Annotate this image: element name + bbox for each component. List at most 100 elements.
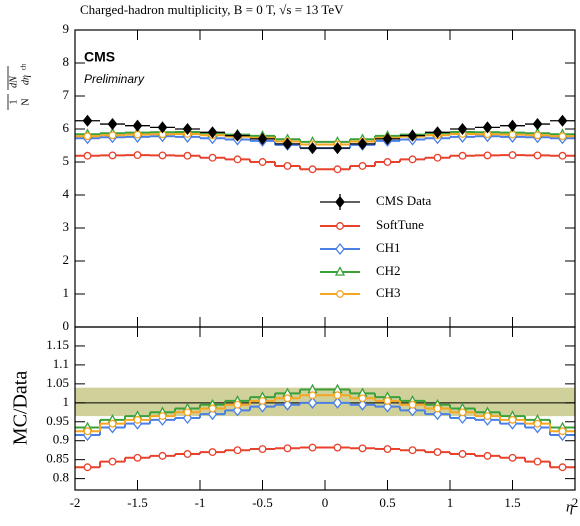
data-point <box>382 132 393 145</box>
legend-label: SoftTune <box>376 217 424 232</box>
ratio-step-marker <box>183 408 192 417</box>
mc-step-marker <box>508 130 517 139</box>
ratio-y-tick-label: 0.9 <box>53 432 69 447</box>
ratio-y-tick-label: 1.15 <box>46 337 69 352</box>
mc-step-marker <box>108 151 117 160</box>
mc-step-marker <box>108 131 117 140</box>
mc-step-marker <box>383 158 392 166</box>
ratio-y-tick-label: 1 <box>63 394 70 409</box>
y-label: dη <box>20 75 31 85</box>
mc-step-marker <box>308 165 317 174</box>
ratio-step-marker <box>183 450 192 458</box>
mc-step-marker <box>508 151 517 160</box>
mc-step-marker <box>458 151 467 160</box>
data-point <box>132 119 143 132</box>
plot-frame <box>74 29 576 328</box>
ratio-step-marker <box>357 398 368 411</box>
ratio-step-marker <box>332 396 343 409</box>
y-tick-label: 5 <box>63 153 70 168</box>
y-tick-label: 3 <box>63 219 70 234</box>
mc-step-marker <box>533 131 542 140</box>
ratio-step-marker <box>433 448 442 457</box>
ratio-step-marker <box>558 427 567 436</box>
ratio-step-marker <box>308 391 317 400</box>
ratio-y-tick-label: 0.85 <box>46 451 69 466</box>
x-tick-label: 0 <box>322 495 329 510</box>
ratio-step-marker <box>508 415 517 424</box>
data-point <box>182 122 193 136</box>
ratio-step-marker <box>383 396 392 405</box>
ratio-step-marker <box>208 404 217 413</box>
data-point <box>457 122 468 136</box>
ratio-y-label: MC/Data <box>10 371 32 446</box>
ratio-step-marker <box>108 457 117 466</box>
ratio-step-marker <box>383 445 392 454</box>
data-point <box>207 126 218 139</box>
mc-step-marker <box>258 158 267 166</box>
mc-step-marker <box>83 151 92 160</box>
y-tick-label: 7 <box>63 87 70 102</box>
ratio-step-marker <box>558 463 567 472</box>
legend-label: CH1 <box>376 240 401 255</box>
ratio-step-marker <box>283 394 292 403</box>
y-tick-label: 9 <box>63 21 70 36</box>
x-tick-label: 0.5 <box>379 495 395 510</box>
x-tick-label: -0.5 <box>252 495 273 510</box>
ratio-step-marker <box>208 448 217 457</box>
y-label: dN <box>8 75 19 88</box>
ratio-step-marker <box>258 396 267 405</box>
mc-step-marker <box>408 155 417 164</box>
ratio-y-tick-label: 1.1 <box>53 356 69 371</box>
ratio-step-marker <box>358 394 367 403</box>
x-tick-label: -2 <box>70 495 81 510</box>
ratio-step-marker <box>458 408 467 417</box>
ratio-step-marker <box>533 419 542 428</box>
data-point <box>532 118 543 131</box>
data-point <box>557 114 568 127</box>
legend-label: CH3 <box>376 285 401 300</box>
data-point <box>332 142 343 155</box>
x-tick-label: 2 <box>572 495 579 510</box>
ratio-step-marker <box>108 419 117 428</box>
ratio-step-marker <box>408 400 417 409</box>
mc-step-marker <box>533 151 542 160</box>
ratio-step-marker <box>358 444 367 453</box>
ratio-step-marker <box>458 450 467 458</box>
data-point <box>507 119 518 132</box>
data-point <box>432 126 443 139</box>
legend-marker <box>335 242 345 256</box>
data-point <box>407 129 418 142</box>
ratio-step-marker <box>333 391 342 400</box>
mc-step-marker <box>333 165 342 174</box>
ratio-step-marker <box>308 443 317 452</box>
ratio-step-marker <box>483 451 492 460</box>
mc-step-marker <box>183 151 192 160</box>
x-label: η <box>566 499 573 515</box>
data-point <box>107 118 118 131</box>
y-tick-label: 2 <box>63 252 70 267</box>
ratio-step-marker <box>258 445 267 454</box>
mc-step-marker <box>83 132 92 141</box>
y-tick-label: 0 <box>63 318 70 333</box>
legend-marker <box>336 222 344 230</box>
data-point <box>482 121 493 134</box>
ratio-step-marker <box>533 457 542 466</box>
x-tick-label: 1 <box>447 495 454 510</box>
ratio-step-marker <box>307 396 318 409</box>
ratio-step-marker <box>433 404 442 413</box>
legend-label: CMS Data <box>376 193 431 208</box>
data-point <box>357 137 368 150</box>
status-label: Preliminary <box>84 72 145 86</box>
legend-marker <box>336 290 344 298</box>
ratio-step-marker <box>233 446 242 455</box>
y-tick-label: 8 <box>63 54 70 69</box>
ratio-step-marker <box>158 412 167 421</box>
ratio-step-marker <box>158 451 167 460</box>
ratio-y-tick-label: 0.8 <box>53 470 69 485</box>
x-tick-label: -1.5 <box>127 495 148 510</box>
ratio-step-marker <box>233 400 242 409</box>
data-point <box>257 132 268 145</box>
legend-marker <box>335 195 345 209</box>
y-tick-label: 6 <box>63 120 70 135</box>
